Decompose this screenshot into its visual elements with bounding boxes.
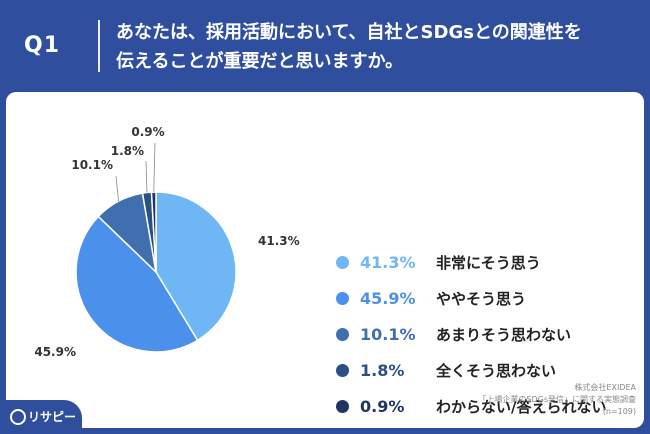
chart-panel: 41.3% 45.9% 10.1% 1.8% 0.9% 41.3% 非常にそう思う 45.9… — [6, 92, 644, 428]
header-bar: Q1 あなたは、採用活動において、自社とSDGsとの関連性を 伝えることが重要だ… — [0, 0, 650, 92]
legend-item: 10.1% あまりそう思わない — [336, 322, 636, 346]
leader-line — [145, 160, 148, 193]
question-text: あなたは、採用活動において、自社とSDGsとの関連性を 伝えることが重要だと思い… — [116, 18, 636, 76]
question-line-2: 伝えることが重要だと思いますか。 — [116, 51, 404, 72]
legend-label: わからない/答えられない — [436, 397, 607, 416]
legend-label: 全くそう思わない — [436, 361, 557, 380]
legend-percent: 1.8% — [360, 360, 405, 380]
legend-swatch-icon — [336, 327, 349, 341]
slice-value-label: 45.9% — [34, 345, 76, 359]
legend-swatch-icon — [336, 255, 349, 269]
source-company: 株式会社EXIDEA — [574, 383, 636, 392]
brand-name: リサピー — [28, 410, 77, 424]
brand-logo: リサピー — [0, 400, 82, 434]
header-divider — [98, 20, 100, 72]
pie-chart: 41.3% 45.9% 10.1%1.8% 0.9% — [34, 125, 300, 359]
pie-slice — [75, 215, 199, 353]
slice-value-label: 1.8% — [111, 144, 144, 158]
brand-mark-icon — [10, 409, 26, 425]
source-note: 株式会社EXIDEA 「上場企業のSDGs発信」に関する実態調査 (n=109) — [478, 382, 636, 418]
leader-line — [153, 142, 156, 193]
legend-item: 45.9% ややそう思う — [336, 286, 636, 310]
legend-item: 1.8% 全くそう思わない — [336, 358, 636, 382]
legend-swatch-icon — [336, 399, 349, 413]
legend-label: あまりそう思わない — [436, 325, 572, 344]
legend-item: 41.3% 非常にそう思う — [336, 250, 636, 274]
legend-label: ややそう思う — [436, 289, 527, 308]
source-sample-size: (n=109) — [602, 407, 636, 416]
question-line-1: あなたは、採用活動において、自社とSDGsとの関連性を — [116, 22, 582, 43]
legend-percent: 0.9% — [360, 396, 405, 416]
legend-percent: 45.9% — [360, 288, 416, 308]
legend-swatch-icon — [336, 363, 349, 377]
slice-value-label: 10.1% — [71, 158, 113, 172]
question-number: Q1 — [24, 33, 61, 58]
legend-percent: 10.1% — [360, 324, 416, 344]
slice-value-label: 41.3% — [258, 234, 300, 248]
source-survey: 「上場企業のSDGs発信」に関する実態調査 — [478, 395, 636, 404]
slice-value-label: 0.9% — [131, 125, 164, 139]
legend-label: 非常にそう思う — [436, 253, 541, 272]
pie-slice — [155, 191, 237, 342]
pie-slice — [150, 191, 157, 273]
legend-item: 0.9% わからない/答えられない — [336, 394, 636, 418]
leader-line — [115, 175, 119, 202]
legend-percent: 41.3% — [360, 252, 416, 272]
legend-swatch-icon — [336, 291, 349, 305]
